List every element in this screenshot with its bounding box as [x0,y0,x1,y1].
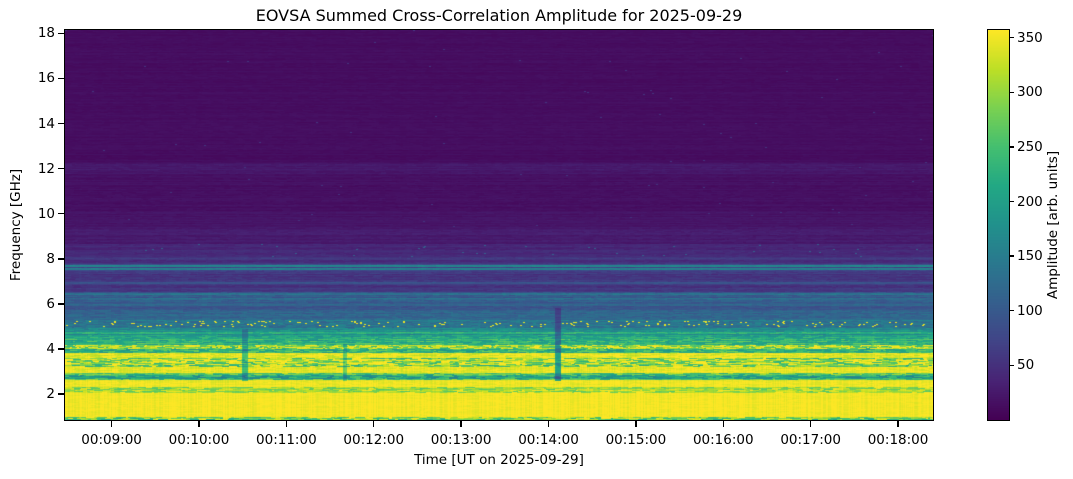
colorbar-tick-mark [1009,146,1014,148]
x-tick-label: 00:14:00 [518,432,579,448]
colorbar-tick-mark [1009,310,1014,312]
x-tick-label: 00:13:00 [430,432,492,448]
heatmap-plot-area [63,28,934,421]
y-tick-label: 18 [37,25,55,42]
y-tick-mark [58,393,64,395]
y-tick-label: 10 [37,205,55,222]
x-tick-label: 00:11:00 [256,432,317,448]
colorbar-tick-label: 100 [1017,302,1043,319]
colorbar-tick-label: 350 [1017,29,1043,46]
colorbar-tick-mark [1009,255,1014,257]
colorbar-tick-label: 50 [1017,357,1035,374]
y-tick-mark [58,213,64,215]
y-tick-label: 4 [46,340,55,357]
y-tick-mark [58,303,64,305]
heatmap-canvas [64,29,933,420]
y-tick-mark [58,167,64,170]
x-tick-mark [110,421,113,427]
colorbar-tick-label: 300 [1017,84,1043,101]
colorbar-tick-label: 250 [1017,138,1043,155]
y-tick-mark [58,32,64,35]
x-tick-mark [809,421,812,427]
chart-title: EOVSA Summed Cross-Correlation Amplitude… [255,6,743,25]
x-tick-label: 00:12:00 [343,432,405,448]
x-tick-mark [635,421,637,427]
x-tick-label: 00:09:00 [81,432,142,448]
colorbar-tick-mark [1009,364,1014,367]
y-axis-label: Frequency [GHz] [8,168,24,282]
colorbar [986,28,1010,421]
colorbar-tick-mark [1009,91,1014,93]
y-tick-label: 2 [46,386,55,403]
colorbar-tick-mark [1009,200,1014,203]
colorbar-tick-label: 150 [1017,248,1043,265]
y-tick-mark [58,122,64,125]
colorbar-canvas [987,29,1009,420]
x-tick-label: 00:17:00 [780,432,841,448]
y-tick-mark [58,77,64,80]
x-tick-label: 00:16:00 [692,432,754,448]
y-tick-label: 6 [46,295,55,312]
y-tick-label: 12 [37,160,55,177]
y-tick-label: 14 [37,115,55,132]
x-tick-label: 00:18:00 [867,432,929,448]
x-axis-label: Time [UT on 2025-09-29] [414,452,584,468]
y-tick-mark [58,348,64,350]
x-tick-label: 00:10:00 [168,432,230,448]
x-tick-mark [198,421,200,427]
x-tick-mark [547,421,550,427]
colorbar-tick-label: 200 [1017,193,1043,210]
colorbar-label: Amplitude [arb. units] [1045,150,1061,300]
x-tick-mark [897,421,899,427]
x-tick-mark [373,421,375,427]
y-tick-label: 8 [46,250,55,267]
y-tick-mark [58,258,64,260]
x-tick-mark [460,421,462,427]
y-tick-label: 16 [37,70,55,87]
x-tick-mark [722,421,724,427]
colorbar-tick-mark [1009,36,1014,39]
x-tick-label: 00:15:00 [605,432,667,448]
x-tick-mark [285,421,288,427]
